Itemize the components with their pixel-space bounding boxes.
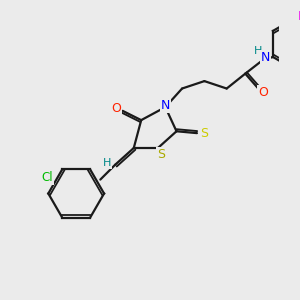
Text: O: O [258, 86, 268, 99]
Text: N: N [161, 99, 170, 112]
Text: O: O [111, 103, 121, 116]
Text: F: F [297, 10, 300, 22]
Text: Cl: Cl [42, 171, 53, 184]
Text: H: H [103, 158, 111, 168]
Text: S: S [157, 148, 165, 161]
Text: S: S [200, 127, 208, 140]
Text: H: H [254, 46, 262, 56]
Text: N: N [261, 51, 270, 64]
